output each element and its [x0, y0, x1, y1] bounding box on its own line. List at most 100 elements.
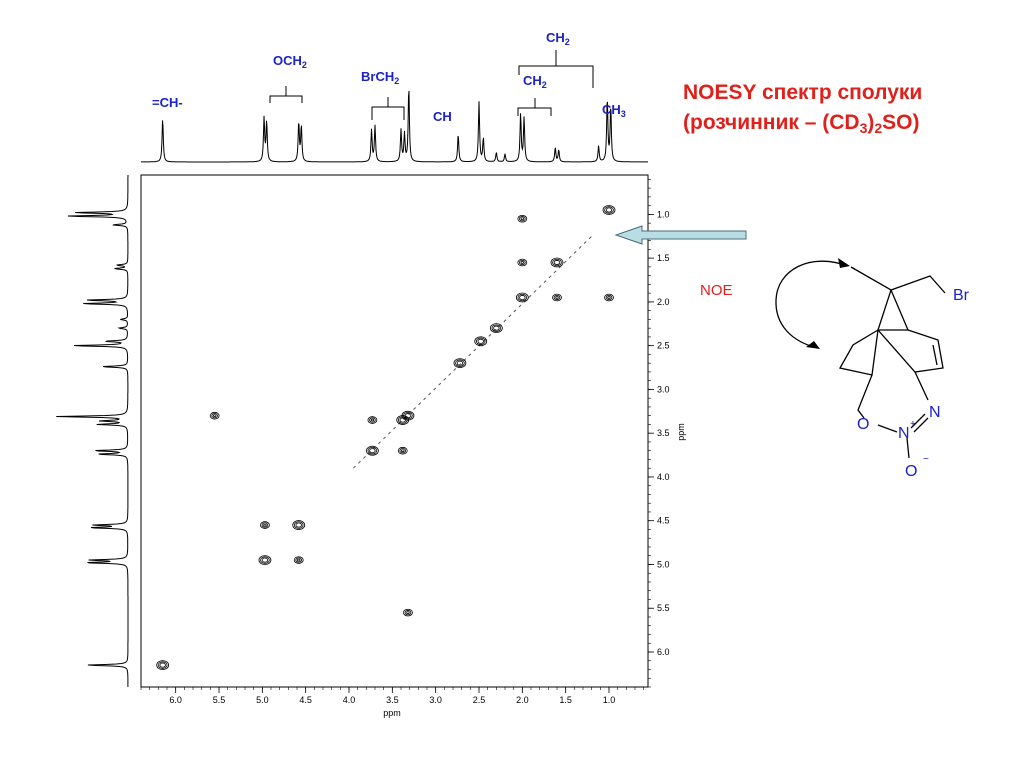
plot-frame	[140, 174, 649, 688]
label-olefin-ch: =CH-	[152, 95, 183, 110]
diagonal-peak-contour	[550, 257, 564, 268]
x-axis-ticks: 6.0 5.5 5.0 4.5 4.0 3.5 3.0 2.5 2.0 1.5 1.0	[140, 687, 644, 705]
cross-peak	[293, 556, 304, 564]
diagonal-peak	[292, 520, 306, 530]
cross-peak-contour	[212, 414, 217, 418]
y-tick-label: 5.0	[657, 559, 670, 569]
diagonal-peak-contour	[474, 336, 488, 347]
x-tick-label: 1.5	[559, 695, 572, 705]
diagonal-peak-contour	[517, 293, 528, 302]
x-tick-label: 6.0	[169, 695, 182, 705]
y-tick-label: 2.5	[657, 341, 670, 351]
x-tick-label: 1.0	[603, 695, 616, 705]
x-tick-label: 2.5	[473, 695, 486, 705]
cross-peak-contour	[519, 259, 526, 266]
x-tick-label: 3.0	[429, 695, 442, 705]
cross-peak-contour	[293, 556, 304, 564]
diagonal-peak-contour	[493, 325, 500, 331]
cross-peak-contour	[520, 217, 525, 221]
diagonal-peak-contour	[159, 662, 166, 668]
cross-peak-contour	[403, 608, 413, 617]
diagonal-peak-contour	[399, 417, 406, 423]
diagonal-peak-contour	[491, 324, 502, 332]
diagonal-peak-contour	[553, 260, 561, 266]
noe-label: NOE	[700, 282, 733, 299]
diagonal-peak	[489, 323, 503, 334]
x-axis-label: ppm	[383, 708, 401, 718]
mol-o1: O	[857, 416, 869, 433]
diagonal-peak-contour	[456, 360, 464, 366]
cross-peak-contour	[517, 258, 528, 267]
diagonal-peak-contour	[258, 555, 272, 565]
curved-arrowhead-icon	[806, 341, 820, 349]
mol-br: Br	[953, 287, 970, 304]
mol-n1: N	[898, 425, 910, 442]
mol-o2: O	[905, 463, 917, 480]
diagonal-peak	[474, 336, 488, 347]
y-tick-label: 3.5	[657, 428, 670, 438]
diagonal-peak-contour	[602, 205, 616, 215]
label-ch3: CH3	[602, 102, 626, 119]
diagonal-peak-contour	[403, 411, 413, 420]
diagonal-peak-contour	[519, 295, 526, 301]
cross-peak-contour	[211, 413, 218, 419]
diagonal-peak	[401, 410, 415, 421]
curved-arrow-icon	[775, 260, 849, 349]
curved-arrowhead-top-icon	[838, 258, 850, 268]
diagonal-peak-contour	[604, 206, 614, 214]
cross-peak	[604, 293, 614, 302]
cross-peak	[397, 446, 408, 455]
cross-peak	[367, 416, 378, 424]
diagonal-peak	[453, 358, 467, 369]
label-ch: CH	[433, 109, 452, 124]
x-tick-label: 5.0	[256, 695, 269, 705]
cross-peak-contour	[295, 557, 303, 563]
cross-peak	[260, 521, 270, 529]
diagonal-peak-contour	[157, 661, 168, 669]
cross-peak-contour	[552, 293, 562, 302]
diagonal-peak-contour	[293, 521, 304, 529]
cross-peak	[209, 411, 220, 420]
y-tick-label: 3.0	[657, 384, 670, 394]
diagonal-peak-contour	[404, 413, 412, 419]
diagonal-peak-contour	[295, 522, 302, 528]
cross-peak-contour	[261, 522, 269, 528]
cross-peak-contour	[517, 214, 528, 223]
cross-peak-contour	[370, 418, 375, 422]
y-tick-label: 1.0	[657, 209, 670, 219]
diagonal-peak-contour	[260, 556, 270, 564]
cross-peak-contour	[519, 216, 526, 222]
cross-peak	[552, 293, 562, 302]
peak-brackets	[269, 50, 594, 120]
noe-arrow-icon	[614, 225, 747, 245]
title-line-2: (розчинник – (CD3)2SO)	[683, 111, 920, 136]
y-tick-label: 1.5	[657, 253, 670, 263]
diagonal-peak-contour	[369, 448, 376, 454]
mol-n2: N	[929, 404, 941, 421]
cross-peak-contour	[555, 296, 559, 299]
cross-peak	[517, 258, 528, 267]
cross-peak	[403, 608, 413, 617]
diagonal-peak-contour	[475, 337, 486, 345]
diagonal-peak-contour	[477, 338, 484, 344]
cross-peak-contour	[553, 294, 561, 301]
label-ch2-inner: CH2	[523, 73, 547, 90]
diagonal-peak-contour	[401, 410, 415, 421]
cross-peak-contour	[406, 611, 410, 614]
cross-peak-contour	[404, 610, 412, 616]
label-brch2: BrCH2	[361, 69, 400, 86]
diagonal-peak	[156, 660, 170, 671]
y-tick-label: 2.0	[657, 297, 670, 307]
x-tick-label: 2.0	[516, 695, 529, 705]
diagonal-peak	[365, 445, 379, 456]
x-tick-label: 4.0	[343, 695, 356, 705]
y-tick-label: 4.0	[657, 472, 670, 482]
diagonal-peak-contour	[489, 323, 503, 334]
cross-peak-contour	[263, 523, 267, 527]
diagonal-peak	[602, 205, 616, 215]
diagonal-peak-contour	[455, 359, 465, 367]
y-tick-label: 4.5	[657, 516, 670, 526]
y-tick-label: 6.0	[657, 647, 670, 657]
cross-peak-contour	[607, 296, 611, 299]
